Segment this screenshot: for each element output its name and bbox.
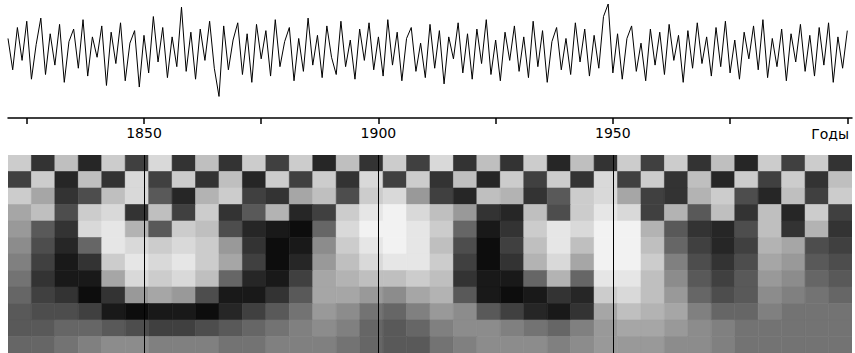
- svg-text:1900: 1900: [361, 125, 397, 141]
- svg-text:1850: 1850: [126, 125, 162, 141]
- svg-text:1950: 1950: [595, 125, 631, 141]
- svg-text:Годы: Годы: [811, 126, 849, 142]
